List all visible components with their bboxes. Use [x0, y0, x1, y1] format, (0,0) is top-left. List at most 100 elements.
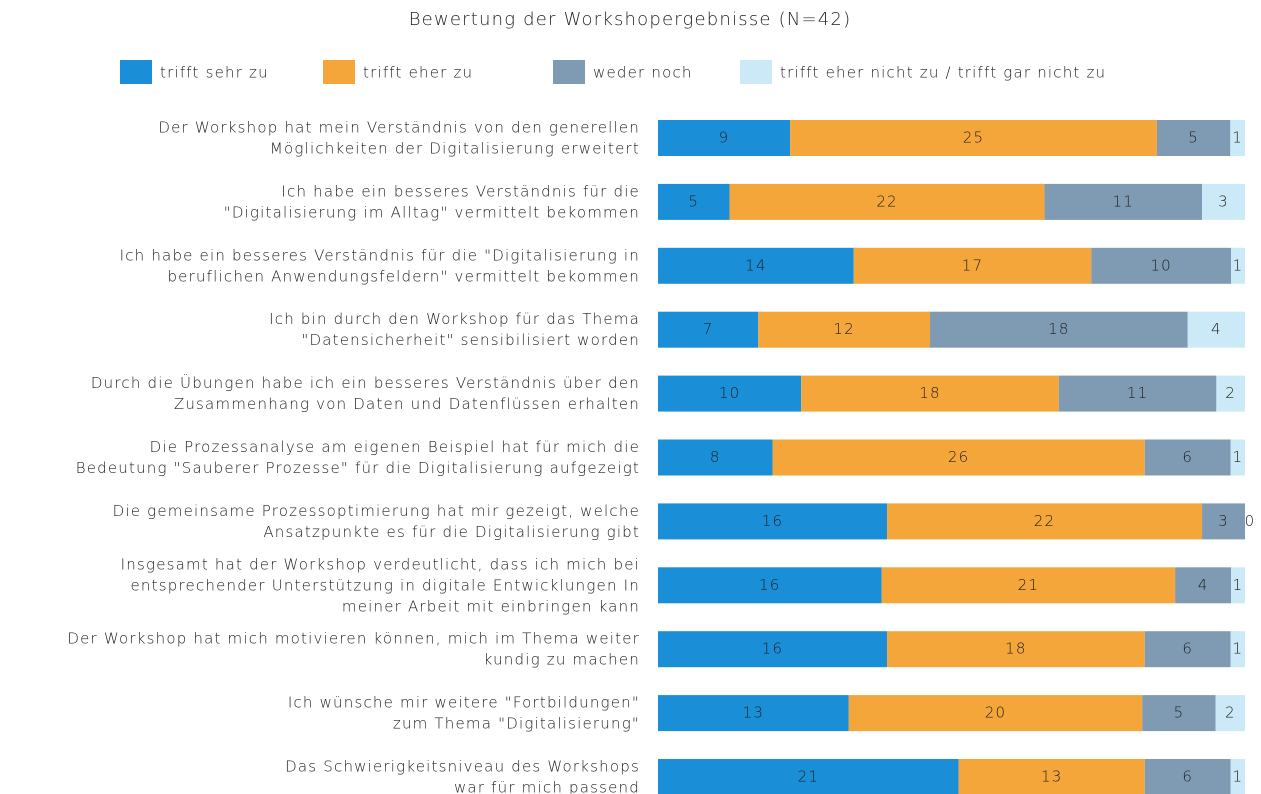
category-label: Ich wünsche mir weitere "Fortbildungen" z…: [288, 693, 640, 732]
data-label: 3: [1218, 192, 1229, 210]
category-line: Bedeutung "Sauberer Prozesse" für die Di…: [76, 459, 640, 477]
category-line: Insgesamt hat der Workshop verdeutlicht,…: [121, 555, 640, 573]
bar-segment: [1044, 183, 1203, 220]
category-line: "Digitalisierung im Alltag" vermittelt b…: [224, 203, 640, 221]
data-label: 13: [1041, 768, 1063, 786]
bar-segment: [658, 567, 882, 604]
data-label: 18: [1048, 320, 1070, 338]
legend-label: weder noch: [593, 64, 693, 82]
data-label: 1: [1232, 448, 1243, 466]
category-line: Ich bin durch den Workshop für das Thema: [269, 310, 640, 328]
chart-title: Bewertung der Workshopergebnisse (N=42): [409, 9, 852, 30]
category-line: Das Schwierigkeitsniveau des Workshops: [285, 757, 640, 775]
bar-segment: [1216, 375, 1245, 412]
data-label: 10: [719, 384, 741, 402]
legend-label: trifft sehr zu: [160, 64, 269, 82]
bar-segment: [1144, 439, 1231, 476]
data-label: 7: [703, 320, 714, 338]
data-label: 5: [1174, 704, 1185, 722]
category-line: Möglichkeiten der Digitalisierung erweit…: [270, 139, 640, 157]
category-label: Die gemeinsame Prozessoptimierung hat mi…: [113, 501, 640, 540]
category-label: Ich habe ein besseres Verständnis für di…: [224, 182, 640, 221]
bar-segment: [658, 247, 854, 284]
category-line: Zusammenhang von Daten und Datenflüssen …: [174, 395, 640, 413]
category-line: kundig zu machen: [484, 650, 640, 668]
category-line: Ich habe ein besseres Verständnis für di…: [281, 182, 640, 200]
bar-segment: [930, 311, 1188, 348]
bar-segment: [1231, 567, 1245, 604]
category-line: Ansatzpunkte es für die Digitalisierung …: [263, 522, 640, 540]
bar-segment: [658, 439, 773, 476]
data-label: 4: [1198, 576, 1209, 594]
category-line: meiner Arbeit mit einbringen kann: [342, 597, 640, 615]
data-label: 16: [762, 640, 784, 658]
category-line: Die Prozessanalyse am eigenen Beispiel h…: [150, 438, 640, 456]
data-label: 1: [1233, 576, 1244, 594]
bar-segment: [1144, 759, 1231, 794]
category-line: zum Thema "Digitalisierung": [393, 714, 640, 732]
data-label: 11: [1113, 192, 1135, 210]
bar-segment: [1144, 631, 1231, 668]
data-label: 2: [1225, 704, 1236, 722]
bar-segment: [1187, 311, 1245, 348]
data-label: 11: [1127, 384, 1149, 402]
bar-segment: [758, 311, 931, 348]
category-line: war für mich passend: [454, 778, 640, 794]
data-label: 1: [1232, 129, 1243, 147]
bar-segment: [729, 183, 1045, 220]
category-line: beruflichen Anwendungsfeldern" vermittel…: [167, 267, 640, 285]
legend-swatch: [553, 60, 585, 84]
category-line: Die gemeinsame Prozessoptimierung hat mi…: [113, 501, 640, 519]
data-label: 5: [688, 192, 699, 210]
data-label: 4: [1211, 320, 1222, 338]
data-label: 20: [985, 704, 1007, 722]
data-label: 6: [1182, 640, 1193, 658]
category-line: Der Workshop hat mich motivieren können,…: [67, 629, 640, 647]
bar-segment: [887, 631, 1145, 668]
bar-segment: [1230, 759, 1245, 794]
data-label: 5: [1188, 129, 1199, 147]
data-label: 12: [833, 320, 855, 338]
data-label: 21: [1018, 576, 1040, 594]
legend-label: trifft eher nicht zu / trifft gar nicht …: [780, 64, 1106, 82]
data-label: 22: [876, 192, 898, 210]
data-label: 16: [759, 576, 781, 594]
data-label: 22: [1034, 512, 1056, 530]
legend-swatch: [120, 60, 152, 84]
legend-swatch: [740, 60, 772, 84]
bar-segment: [772, 439, 1145, 476]
bar-segment: [658, 759, 959, 794]
bar-segment: [1175, 567, 1232, 604]
category-line: Ich habe ein besseres Verständnis für di…: [120, 246, 640, 264]
category-label: Insgesamt hat der Workshop verdeutlicht,…: [121, 555, 640, 615]
bar-segment: [658, 311, 759, 348]
data-label: 25: [963, 129, 985, 147]
category-line: Durch die Übungen habe ich ein besseres …: [91, 373, 640, 392]
data-label: 10: [1150, 256, 1172, 274]
bar-segment: [853, 247, 1092, 284]
bar-segment: [887, 503, 1203, 540]
data-label: 1: [1232, 640, 1243, 658]
bar-segment: [658, 183, 730, 220]
category-label: Ich bin durch den Workshop für das Thema…: [269, 310, 640, 349]
data-label: 6: [1182, 448, 1193, 466]
bar-segment: [1142, 695, 1216, 732]
bar-segment: [790, 120, 1157, 156]
data-label: 16: [762, 512, 784, 530]
data-label: 18: [919, 384, 941, 402]
data-label: 9: [719, 129, 730, 147]
bar-segment: [1230, 631, 1245, 668]
category-line: Ich wünsche mir weitere "Fortbildungen": [288, 693, 640, 711]
category-line: entsprechender Unterstützung in digitale…: [131, 576, 641, 594]
data-label: 14: [745, 256, 767, 274]
bar-segment: [1215, 695, 1245, 732]
bar-segment: [1230, 120, 1245, 156]
bar-segment: [848, 695, 1143, 732]
category-label: Ich habe ein besseres Verständnis für di…: [120, 246, 640, 285]
legend-swatch: [323, 60, 355, 84]
data-label: 1: [1233, 256, 1244, 274]
data-label: 0: [1245, 512, 1256, 530]
data-label: 13: [743, 704, 765, 722]
category-label: Der Workshop hat mein Verständnis von de…: [158, 118, 640, 157]
